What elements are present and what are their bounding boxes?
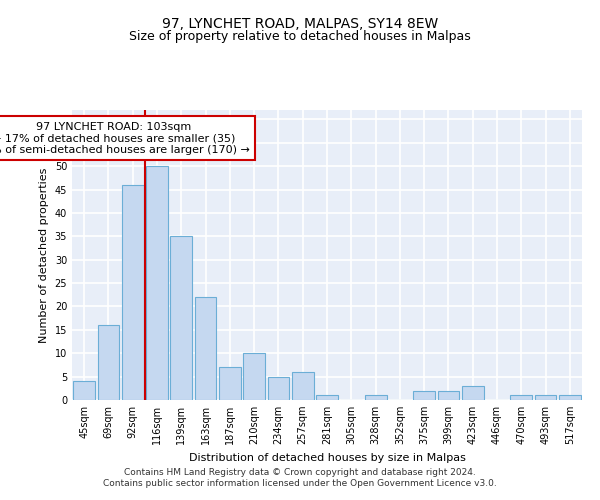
Bar [146,166,168,400]
X-axis label: Distribution of detached houses by size in Malpas: Distribution of detached houses by size … [188,452,466,462]
Bar [97,325,119,400]
Bar [268,376,289,400]
Bar [292,372,314,400]
Bar [194,297,217,400]
Bar [413,390,435,400]
Bar [316,396,338,400]
Bar [511,396,532,400]
Text: Contains HM Land Registry data © Crown copyright and database right 2024.
Contai: Contains HM Land Registry data © Crown c… [103,468,497,487]
Bar [437,390,460,400]
Bar [73,382,95,400]
Bar [122,185,143,400]
Bar [365,396,386,400]
Bar [559,396,581,400]
Text: Size of property relative to detached houses in Malpas: Size of property relative to detached ho… [129,30,471,43]
Bar [170,236,192,400]
Bar [243,353,265,400]
Text: 97, LYNCHET ROAD, MALPAS, SY14 8EW: 97, LYNCHET ROAD, MALPAS, SY14 8EW [162,18,438,32]
Bar [462,386,484,400]
Y-axis label: Number of detached properties: Number of detached properties [39,168,49,342]
Bar [535,396,556,400]
Text: 97 LYNCHET ROAD: 103sqm
← 17% of detached houses are smaller (35)
81% of semi-de: 97 LYNCHET ROAD: 103sqm ← 17% of detache… [0,122,250,155]
Bar [219,368,241,400]
